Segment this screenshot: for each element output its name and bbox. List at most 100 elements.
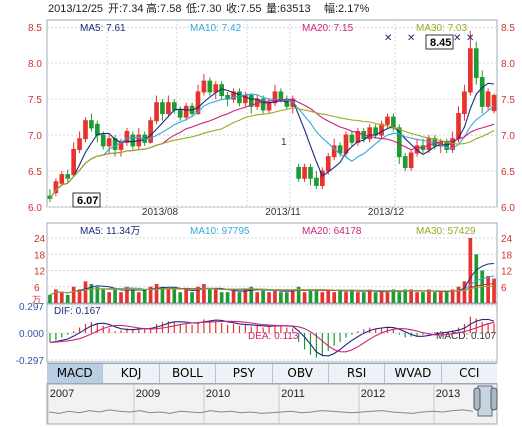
- navigator-year-label: 2009: [136, 388, 160, 400]
- volume-bar: [196, 286, 200, 303]
- vol-ytick-left: 24: [34, 234, 46, 245]
- candle-body: [71, 148, 76, 176]
- candle-body: [59, 174, 65, 184]
- volume-bar: [468, 238, 473, 303]
- volume-bar: [190, 292, 194, 303]
- volume-bar: [338, 289, 342, 303]
- volume-bar: [326, 289, 331, 303]
- tab-macd[interactable]: MACD: [47, 364, 104, 383]
- candle-body: [183, 105, 189, 118]
- event-x-icon-3[interactable]: ✕: [453, 33, 461, 44]
- navigator-right-handle[interactable]: [490, 387, 498, 411]
- quote-open: 开:7.34: [108, 3, 143, 15]
- candle-body: [201, 80, 207, 93]
- vol-ma10-label: MA10: 97795: [190, 226, 250, 237]
- tab-wvad[interactable]: WVAD: [385, 364, 442, 383]
- candle-body: [171, 102, 177, 111]
- tab-psy[interactable]: PSY: [216, 364, 273, 383]
- candle-body: [296, 166, 301, 179]
- volume-bar: [65, 294, 70, 303]
- candle-body: [278, 91, 284, 100]
- candle-body: [349, 134, 355, 143]
- candle-body: [166, 102, 171, 115]
- price-ytick-right: 8.0: [501, 59, 515, 70]
- volume-bar: [367, 289, 372, 303]
- price-ma30-label: MA30: 7.03: [416, 23, 468, 34]
- volume-bar: [492, 278, 496, 303]
- vol-ytick-right: 18: [501, 250, 513, 261]
- volume-panel: MA5: 11.34万 MA10: 97795 MA20: 64178 MA30…: [32, 222, 513, 305]
- volume-bar: [243, 289, 248, 303]
- candle-body: [94, 123, 100, 136]
- candle-body: [325, 156, 331, 172]
- price-ytick-right: 7.0: [501, 131, 515, 142]
- volume-bar: [166, 289, 171, 303]
- tab-rsi[interactable]: RSI: [329, 364, 386, 383]
- vol-ytick-right: 6: [501, 283, 507, 294]
- quote-volume: 量:63513: [266, 2, 311, 15]
- event-x-icon-4[interactable]: ✕: [466, 33, 474, 44]
- candle-body: [473, 48, 479, 79]
- volume-bar: [415, 292, 419, 303]
- volume-bar: [71, 286, 76, 303]
- macd-panel: DIF: 0.167 DEA: 0.113 MACD: 0.107 0.297 0…: [16, 302, 498, 367]
- candle-body: [237, 91, 242, 104]
- candle-body: [408, 152, 414, 168]
- vol-ma5-label: MA5: 11.34万: [80, 226, 140, 237]
- max-price-flag: 8.45: [425, 34, 454, 50]
- candle-body: [160, 102, 165, 115]
- volume-bar: [160, 286, 165, 303]
- price-note-mark: 1: [281, 137, 287, 148]
- candle-body: [302, 166, 307, 179]
- price-ytick-left: 6.5: [28, 167, 42, 178]
- volume-bar: [231, 289, 236, 303]
- volume-bar: [290, 289, 295, 303]
- event-marker-icons: ✕ ✕ ✕ ✕: [384, 33, 474, 44]
- candle-body: [337, 145, 343, 154]
- volume-bar: [207, 289, 212, 303]
- event-x-icon-2[interactable]: ✕: [407, 33, 415, 44]
- event-x-icon-1[interactable]: ✕: [384, 33, 392, 44]
- price-ytick-right: 6.5: [501, 167, 515, 178]
- macd-dea-line: [49, 320, 495, 353]
- volume-bar: [397, 292, 402, 303]
- price-ma10-line: [49, 93, 495, 199]
- tab-cci[interactable]: CCI: [459, 366, 480, 380]
- candle-body: [177, 109, 183, 118]
- volume-bar: [136, 292, 141, 303]
- vol-ytick-right: 24: [501, 234, 513, 245]
- quote-close: 收:7.55: [226, 1, 261, 15]
- price-xtick: 2013/12: [368, 207, 405, 218]
- volume-bar: [284, 292, 289, 303]
- price-xtick: 2013/08: [142, 207, 179, 218]
- candle-body: [462, 91, 467, 115]
- candle-body: [272, 91, 278, 104]
- tab-obv[interactable]: OBV: [273, 364, 329, 383]
- navigator-year-label: 2011: [281, 388, 305, 400]
- candle-body: [83, 120, 88, 140]
- volume-bar: [119, 292, 123, 303]
- quote-change: 幅:2.17%: [324, 2, 369, 15]
- tab-boll[interactable]: BOLL: [160, 364, 217, 383]
- tab-kdj[interactable]: KDJ: [103, 364, 160, 383]
- vol-ytick-left: 6: [34, 283, 40, 294]
- candle-body: [284, 98, 290, 107]
- quote-high: 高:7.58: [146, 1, 181, 15]
- volume-bar: [308, 289, 313, 303]
- price-ma10-label: MA10: 7.42: [190, 23, 242, 34]
- navigator-left-handle[interactable]: [473, 387, 481, 411]
- price-xtick: 2013/11: [265, 207, 301, 218]
- volume-bar: [219, 292, 224, 303]
- volume-bar: [261, 289, 265, 303]
- volume-bar: [432, 292, 437, 303]
- candle-body: [207, 80, 213, 93]
- volume-bar: [131, 289, 135, 303]
- range-navigator[interactable]: 2007 2009 2010 2011 2012 2013: [46, 383, 498, 425]
- navigator-year-label: 2012: [361, 388, 385, 400]
- volume-bar: [403, 289, 408, 303]
- candle-body: [195, 91, 201, 115]
- volume-bar: [438, 292, 443, 303]
- volume-bar: [391, 289, 396, 303]
- macd-dif-line: [49, 318, 495, 357]
- candle-body: [154, 102, 159, 122]
